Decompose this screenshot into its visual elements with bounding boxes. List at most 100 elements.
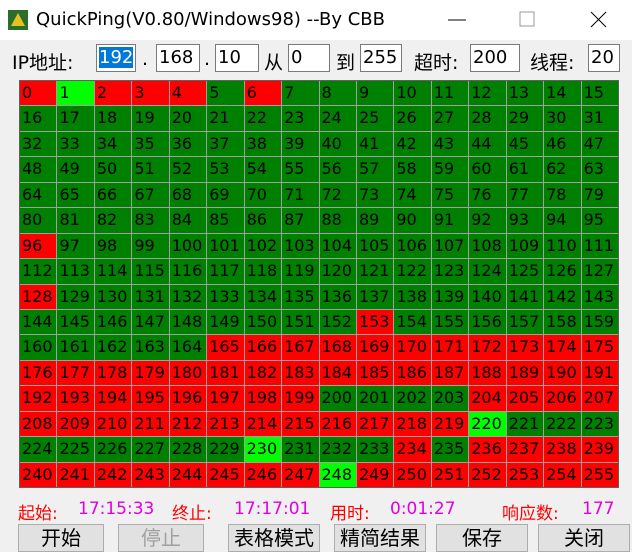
ip-cell: 86 xyxy=(244,208,282,233)
ip-cell: 184 xyxy=(319,360,356,386)
ip-cell: 57 xyxy=(356,157,394,182)
ip-cell: 127 xyxy=(581,259,618,284)
end-time: 17:17:01 xyxy=(234,499,311,519)
ip-cell: 136 xyxy=(319,284,356,309)
ip-cell: 130 xyxy=(94,284,132,309)
ip-cell: 132 xyxy=(169,284,207,309)
ip-cell: 113 xyxy=(57,259,94,284)
ip-cell: 37 xyxy=(207,131,244,157)
ip-cell: 62 xyxy=(544,157,581,182)
ip-cell: 116 xyxy=(169,259,207,284)
ip-cell: 6 xyxy=(244,81,282,106)
ip-cell: 67 xyxy=(132,182,169,208)
ip-cell: 196 xyxy=(169,386,207,411)
ip-cell: 171 xyxy=(431,335,469,360)
ip-cell: 59 xyxy=(431,157,469,182)
ip-cell: 123 xyxy=(431,259,469,284)
ip-cell: 253 xyxy=(506,462,544,487)
window-buttons[interactable] xyxy=(440,0,632,40)
ip-cell: 72 xyxy=(319,182,356,208)
save-button[interactable]: 保存 xyxy=(436,524,528,552)
ip-cell: 15 xyxy=(581,81,618,106)
brief-results-button[interactable]: 精简结果 xyxy=(334,524,426,552)
start-button[interactable]: 开始 xyxy=(18,524,104,552)
ip-cell: 245 xyxy=(207,462,244,487)
ip-cell: 46 xyxy=(544,131,581,157)
ip-cell: 187 xyxy=(431,360,469,386)
ip-cell: 168 xyxy=(319,335,356,360)
title-bar: QuickPing(V0.80/Windows98) --By CBB xyxy=(0,0,632,40)
ip-cell: 192 xyxy=(20,386,57,411)
table-mode-button[interactable]: 表格模式 xyxy=(228,524,320,552)
ip-cell: 31 xyxy=(581,106,618,131)
ip-cell: 210 xyxy=(94,411,132,437)
label: 用时: xyxy=(330,504,370,524)
timeout-input[interactable]: 200 xyxy=(470,44,520,72)
ip-cell: 7 xyxy=(282,81,319,106)
ip-cell: 0 xyxy=(20,81,57,106)
ip-cell: 226 xyxy=(94,437,132,462)
ip-cell: 55 xyxy=(282,157,319,182)
ip-cell: 248 xyxy=(319,462,356,487)
ip-input[interactable]: 168 xyxy=(156,44,200,72)
ip-cell: 234 xyxy=(394,437,431,462)
ip-cell: 156 xyxy=(469,309,506,335)
ip-cell: 47 xyxy=(581,131,618,157)
ip-cell: 160 xyxy=(20,335,57,360)
ip-cell: 69 xyxy=(207,182,244,208)
ip-cell: 84 xyxy=(169,208,207,233)
ip-cell: 216 xyxy=(319,411,356,437)
ip-cell: 133 xyxy=(207,284,244,309)
ip-cell: 110 xyxy=(544,233,581,259)
ip-cell: 12 xyxy=(469,81,506,106)
ip-cell: 230 xyxy=(244,437,282,462)
ip-cell: 157 xyxy=(506,309,544,335)
ip-cell: 89 xyxy=(356,208,394,233)
ip-cell: 135 xyxy=(282,284,319,309)
ip-cell: 255 xyxy=(581,462,618,487)
ip-cell: 148 xyxy=(169,309,207,335)
ip-cell: 239 xyxy=(581,437,618,462)
ip-cell: 209 xyxy=(57,411,94,437)
from-input[interactable]: 0 xyxy=(288,44,330,72)
ip-cell: 180 xyxy=(169,360,207,386)
ip-cell: 158 xyxy=(544,309,581,335)
ip-cell: 50 xyxy=(94,157,132,182)
ip-cell: 112 xyxy=(20,259,57,284)
ip-cell: 51 xyxy=(132,157,169,182)
ip-cell: 80 xyxy=(20,208,57,233)
ip-cell: 114 xyxy=(94,259,132,284)
ip-cell: 185 xyxy=(356,360,394,386)
ip-cell: 82 xyxy=(94,208,132,233)
ip-cell: 221 xyxy=(506,411,544,437)
ip-cell: 56 xyxy=(319,157,356,182)
ip-cell: 147 xyxy=(132,309,169,335)
ip-cell: 115 xyxy=(132,259,169,284)
ip-cell: 235 xyxy=(431,437,469,462)
ip-cell: 99 xyxy=(132,233,169,259)
ip-cell: 35 xyxy=(132,131,169,157)
ip-cell: 198 xyxy=(244,386,282,411)
ip-input[interactable]: 192 xyxy=(96,44,136,72)
ip-cell: 20 xyxy=(169,106,207,131)
ip-cell: 88 xyxy=(319,208,356,233)
close-button[interactable]: 关闭 xyxy=(538,524,630,552)
ip-cell: 68 xyxy=(169,182,207,208)
to-input[interactable]: 255 xyxy=(360,44,402,72)
ip-cell: 122 xyxy=(394,259,431,284)
ip-cell: 238 xyxy=(544,437,581,462)
ip-cell: 76 xyxy=(469,182,506,208)
threads-input[interactable]: 20 xyxy=(588,44,620,72)
ip-cell: 105 xyxy=(356,233,394,259)
ip-cell: 197 xyxy=(207,386,244,411)
ip-cell: 195 xyxy=(132,386,169,411)
ip-cell: 107 xyxy=(431,233,469,259)
stop-button: 停止 xyxy=(118,524,204,552)
ip-cell: 229 xyxy=(207,437,244,462)
ip-cell: 154 xyxy=(394,309,431,335)
ip-cell: 225 xyxy=(57,437,94,462)
ip-cell: 241 xyxy=(57,462,94,487)
ip-cell: 222 xyxy=(544,411,581,437)
ip-cell: 45 xyxy=(506,131,544,157)
ip-input[interactable]: 10 xyxy=(215,44,259,72)
